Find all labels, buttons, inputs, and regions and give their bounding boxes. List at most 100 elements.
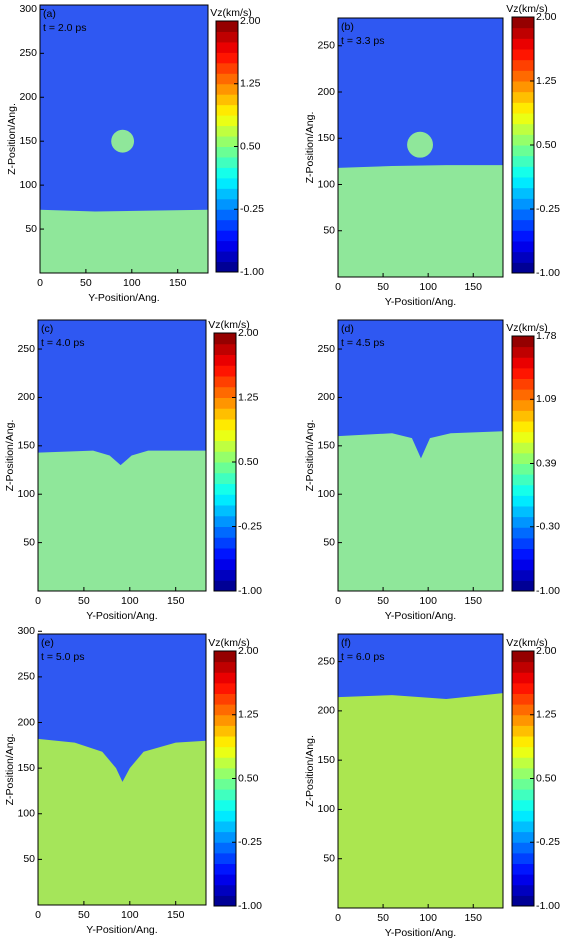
colorbar-band — [512, 346, 534, 358]
liquid-region — [338, 693, 503, 908]
colorbar-tick-label: -1.00 — [240, 266, 264, 278]
droplet — [111, 129, 135, 153]
y-tick-label: 200 — [317, 391, 335, 403]
colorbar-band — [216, 188, 238, 200]
colorbar-band — [214, 397, 236, 409]
colorbar-band — [512, 187, 534, 199]
colorbar-band — [216, 94, 238, 106]
liquid-region — [338, 431, 503, 591]
y-tick-label: 100 — [317, 488, 335, 500]
colorbar-band — [216, 52, 238, 64]
colorbar-tick-label: -0.30 — [536, 521, 560, 533]
colorbar-band — [214, 548, 236, 560]
colorbar-tick-label: 0.50 — [240, 140, 261, 152]
colorbar-band — [512, 59, 534, 71]
colorbar-band — [512, 831, 534, 843]
colorbar-band — [512, 198, 534, 210]
colorbar-tick-label: 2.00 — [238, 645, 259, 657]
x-axis-label: Y-Position/Ang. — [385, 296, 456, 308]
y-tick-label: 200 — [17, 716, 35, 728]
liquid-region — [38, 738, 206, 905]
colorbar-band — [214, 472, 236, 484]
colorbar-band — [512, 725, 534, 737]
liquid-region — [40, 209, 208, 273]
colorbar-band — [214, 365, 236, 377]
x-tick-label: 150 — [167, 909, 185, 921]
colorbar-band — [214, 884, 236, 896]
colorbar-band — [512, 378, 534, 390]
colorbar-band — [512, 863, 534, 875]
colorbar-band — [214, 736, 236, 748]
x-tick-label: 0 — [335, 281, 341, 293]
x-tick-label: 150 — [167, 595, 185, 607]
colorbar-band — [512, 884, 534, 896]
colorbar-band — [512, 506, 534, 518]
colorbar-band — [512, 548, 534, 560]
colorbar-band — [214, 343, 236, 355]
colorbar-band — [512, 27, 534, 39]
colorbar-band — [216, 177, 238, 189]
liquid-region — [38, 450, 206, 591]
colorbar-band — [214, 746, 236, 758]
colorbar-band — [512, 452, 534, 464]
y-tick-label: 50 — [323, 536, 335, 548]
panel-label: (e) — [41, 637, 54, 649]
time-label: t = 2.0 ps — [43, 22, 87, 34]
colorbar-band — [214, 682, 236, 694]
liquid-region — [338, 165, 503, 277]
colorbar-tick-label: 0.50 — [238, 772, 259, 784]
x-tick-label: 0 — [35, 595, 41, 607]
colorbar-tick-label: 2.00 — [240, 15, 261, 27]
x-tick-label: 100 — [123, 277, 141, 289]
colorbar-tick-label: -1.00 — [238, 900, 262, 912]
colorbar-band — [512, 682, 534, 694]
colorbar-band — [512, 537, 534, 549]
x-tick-label: 100 — [121, 595, 139, 607]
colorbar-band — [512, 559, 534, 571]
colorbar-band — [512, 799, 534, 811]
colorbar-band — [512, 410, 534, 422]
colorbar-tick-label: -0.25 — [536, 203, 560, 215]
x-tick-label: 150 — [464, 281, 482, 293]
colorbar-band — [512, 672, 534, 684]
colorbar-band — [512, 262, 534, 274]
colorbar-band — [512, 736, 534, 748]
y-tick-label: 250 — [17, 671, 35, 683]
panel-label: (a) — [43, 8, 56, 20]
colorbar-tick-label: 2.00 — [238, 327, 259, 339]
y-axis-label: Z-Position/Ang. — [304, 420, 316, 492]
y-tick-label: 100 — [17, 488, 35, 500]
colorbar-band — [216, 156, 238, 168]
colorbar-tick-label: -1.00 — [536, 900, 560, 912]
panel-label: (c) — [41, 323, 53, 335]
colorbar-band — [512, 81, 534, 93]
colorbar-band — [216, 83, 238, 95]
colorbar-band — [214, 725, 236, 737]
colorbar-band — [512, 874, 534, 886]
x-tick-label: 50 — [78, 595, 90, 607]
colorbar-tick-label: -1.00 — [238, 585, 262, 597]
colorbar-band — [512, 91, 534, 103]
colorbar-band — [512, 399, 534, 411]
colorbar-band — [214, 852, 236, 864]
colorbar-band — [214, 810, 236, 822]
colorbar-tick-label: 2.00 — [536, 645, 557, 657]
colorbar-band — [214, 831, 236, 843]
x-tick-label: 100 — [419, 912, 437, 924]
colorbar-title: Vz(km/s) — [208, 319, 249, 331]
colorbar-band — [216, 21, 238, 32]
colorbar-band — [512, 17, 534, 29]
plot-frame — [39, 4, 209, 274]
colorbar-title: Vz(km/s) — [506, 322, 547, 334]
colorbar-band — [512, 778, 534, 790]
colorbar-band — [512, 463, 534, 475]
colorbar-band — [214, 821, 236, 833]
colorbar-band — [214, 569, 236, 581]
x-tick-label: 50 — [377, 595, 389, 607]
colorbar-band — [214, 672, 236, 684]
colorbar-band — [512, 357, 534, 369]
y-tick-label: 50 — [25, 223, 37, 235]
colorbar-band — [512, 484, 534, 496]
y-tick-label: 100 — [17, 808, 35, 820]
